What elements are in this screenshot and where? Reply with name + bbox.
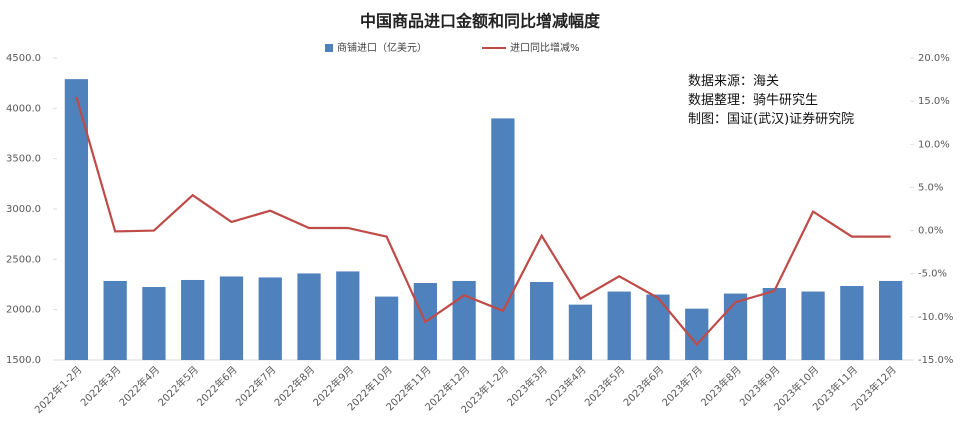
bar xyxy=(181,279,205,360)
bar xyxy=(607,291,631,360)
legend-label: 进口同比增减% xyxy=(510,41,580,54)
y-tick-label: 4000.0 xyxy=(6,103,41,114)
x-tick-label: 2022年5月 xyxy=(155,363,201,409)
x-tick-label: 2023年5月 xyxy=(582,363,628,409)
y-tick-label: 1500.0 xyxy=(6,355,41,366)
y2-tick-label: -5.0% xyxy=(918,269,947,280)
y-tick-label: 3000.0 xyxy=(6,204,41,215)
x-tick-label: 2023年6月 xyxy=(620,363,666,409)
bar xyxy=(723,293,748,360)
bar xyxy=(568,304,593,360)
x-tick-label: 2022年7月 xyxy=(233,363,279,409)
bar xyxy=(336,271,360,360)
bar xyxy=(878,280,903,360)
line xyxy=(75,96,891,347)
x-tick-label: 2023年4月 xyxy=(543,363,589,409)
y-tick-label: 3500.0 xyxy=(6,154,41,165)
x-tick-label: 2023年7月 xyxy=(659,363,705,409)
x-tick-label: 2022年8月 xyxy=(271,363,317,409)
bar xyxy=(297,273,321,360)
y2-tick-label: -10.0% xyxy=(918,312,953,323)
bar xyxy=(452,280,476,360)
bar xyxy=(840,286,864,360)
bar xyxy=(646,294,670,360)
bar xyxy=(64,79,89,360)
bar xyxy=(374,296,399,360)
y2-tick-label: 0.0% xyxy=(918,226,943,237)
legend-label: 商铺进口（亿美元） xyxy=(337,41,427,54)
bar xyxy=(762,288,786,360)
x-tick-label: 2022年3月 xyxy=(78,363,124,409)
annotations: 数据来源：海关 数据整理：骑牛研究生 制图：国证(武汉)证券研究院 xyxy=(688,74,854,127)
y2-tick-label: 20.0% xyxy=(918,53,950,64)
bar xyxy=(801,291,825,360)
y2-tick-label: 10.0% xyxy=(918,139,950,150)
y-tick-label: 2500.0 xyxy=(6,254,41,265)
y-tick-label: 2000.0 xyxy=(6,305,41,316)
annotation: 数据来源：海关 xyxy=(688,74,779,89)
bar xyxy=(685,308,709,360)
x-tick-label: 2023年3月 xyxy=(504,363,550,409)
y2-tick-label: 5.0% xyxy=(918,182,943,193)
annotation: 数据整理：骑牛研究生 xyxy=(688,93,818,108)
y2-tick-label: -15.0% xyxy=(918,355,953,366)
y2-tick-label: 15.0% xyxy=(918,96,950,107)
bar xyxy=(491,118,515,361)
y-tick-label: 4500.0 xyxy=(6,53,41,64)
annotation: 制图：国证(武汉)证券研究院 xyxy=(688,111,854,127)
bar xyxy=(258,277,282,360)
x-tick-label: 2022年4月 xyxy=(116,363,162,409)
bar xyxy=(530,281,554,360)
legend-swatch xyxy=(325,44,333,52)
chart-title: 中国商品进口金额和同比增减幅度 xyxy=(360,12,601,31)
x-tick-label: 2023年8月 xyxy=(698,363,744,409)
bar xyxy=(103,280,127,360)
bar xyxy=(219,276,244,360)
x-tick-label: 2022年6月 xyxy=(194,363,240,409)
x-tick-label: 2022年1-2月 xyxy=(32,363,85,416)
bar xyxy=(142,287,166,360)
